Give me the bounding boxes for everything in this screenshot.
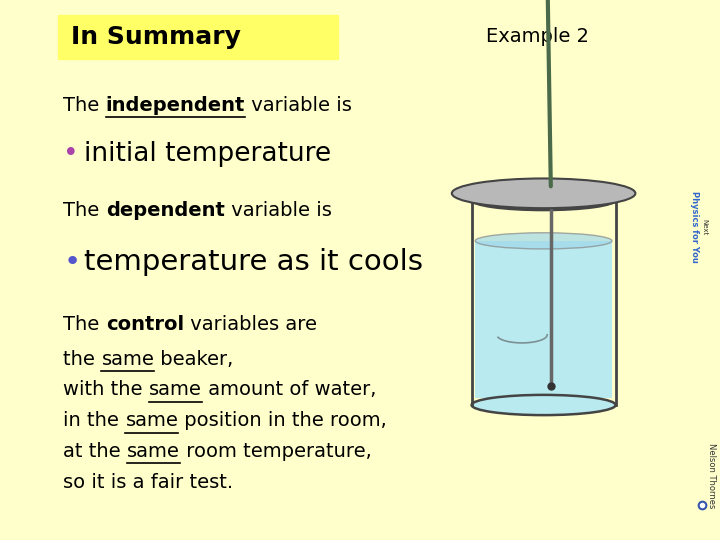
Text: Physics for You: Physics for You bbox=[690, 191, 699, 263]
Text: the: the bbox=[63, 349, 102, 369]
Text: •: • bbox=[63, 141, 79, 167]
Text: same: same bbox=[125, 411, 179, 430]
Text: initial temperature: initial temperature bbox=[84, 141, 330, 167]
Text: Nelson Thornes: Nelson Thornes bbox=[707, 442, 716, 508]
Text: amount of water,: amount of water, bbox=[202, 380, 377, 400]
Text: Next: Next bbox=[701, 219, 707, 235]
Text: variable is: variable is bbox=[246, 96, 352, 115]
Text: control: control bbox=[106, 314, 184, 334]
Text: same: same bbox=[127, 442, 180, 461]
Text: position in the room,: position in the room, bbox=[179, 411, 387, 430]
Text: The: The bbox=[63, 96, 106, 115]
Text: same: same bbox=[102, 349, 154, 369]
Text: The: The bbox=[63, 201, 106, 220]
Text: Example 2: Example 2 bbox=[486, 27, 589, 46]
Text: In Summary: In Summary bbox=[71, 25, 240, 49]
Polygon shape bbox=[475, 241, 612, 399]
Text: dependent: dependent bbox=[106, 201, 225, 220]
FancyBboxPatch shape bbox=[58, 15, 338, 59]
Text: The: The bbox=[63, 314, 106, 334]
Text: variable is: variable is bbox=[225, 201, 332, 220]
Text: independent: independent bbox=[106, 96, 246, 115]
Text: variables are: variables are bbox=[184, 314, 317, 334]
Text: at the: at the bbox=[63, 442, 127, 461]
Text: room temperature,: room temperature, bbox=[180, 442, 372, 461]
Text: in the: in the bbox=[63, 411, 125, 430]
Text: •: • bbox=[63, 248, 81, 276]
Ellipse shape bbox=[472, 190, 616, 210]
Ellipse shape bbox=[475, 233, 612, 249]
Text: so it is a fair test.: so it is a fair test. bbox=[63, 472, 233, 492]
Text: beaker,: beaker, bbox=[154, 349, 233, 369]
Text: with the: with the bbox=[63, 380, 149, 400]
Ellipse shape bbox=[472, 395, 616, 415]
Ellipse shape bbox=[452, 178, 635, 208]
Text: same: same bbox=[149, 380, 202, 400]
Text: temperature as it cools: temperature as it cools bbox=[84, 248, 423, 276]
